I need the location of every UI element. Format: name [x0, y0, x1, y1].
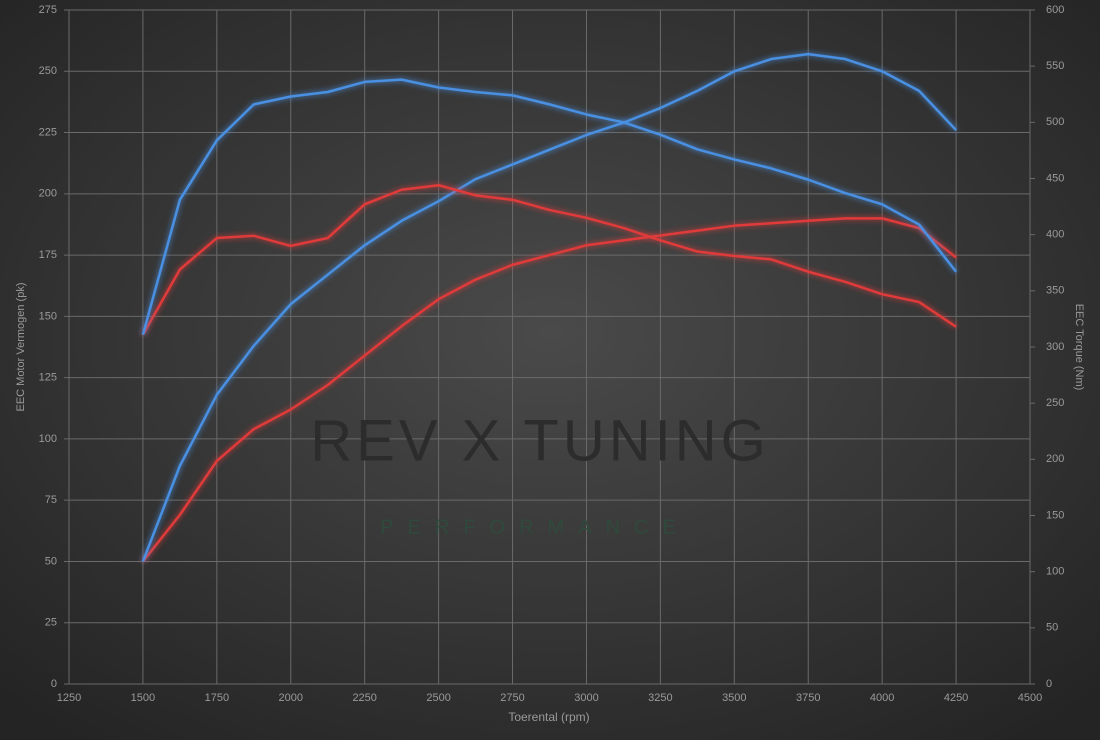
- x-tick-label: 4250: [944, 692, 968, 704]
- y2-tick-label: 0: [1046, 678, 1052, 690]
- y-tick-label: 25: [45, 617, 57, 629]
- y-tick-label: 50: [45, 555, 57, 567]
- x-tick-label: 1500: [131, 692, 155, 704]
- series-line: [141, 217, 957, 563]
- watermark: REV X TUNING: [310, 408, 769, 473]
- x-tick-label: 3750: [796, 692, 820, 704]
- x-tick-label: 4000: [870, 692, 894, 704]
- y-tick-label: 75: [45, 494, 57, 506]
- series-line: [141, 183, 957, 336]
- y-tick-label: 125: [39, 372, 57, 384]
- x-tick-label: 2500: [426, 692, 450, 704]
- x-tick-label: 2000: [279, 692, 303, 704]
- x-tick-label: 2250: [352, 692, 376, 704]
- y-tick-label: 175: [39, 249, 57, 261]
- y2-tick-label: 150: [1046, 509, 1064, 521]
- x-tick-label: 3000: [574, 692, 598, 704]
- x-tick-label: 4500: [1018, 692, 1042, 704]
- y-tick-label: 250: [39, 65, 57, 77]
- y2-tick-label: 450: [1046, 172, 1064, 184]
- series-line: [141, 52, 957, 562]
- x-tick-label: 2750: [500, 692, 524, 704]
- y2-tick-label: 300: [1046, 341, 1064, 353]
- y2-tick-label: 500: [1046, 116, 1064, 128]
- y-axis-label: EEC Motor Vermogen (pk): [15, 283, 27, 412]
- x-tick-label: 3500: [722, 692, 746, 704]
- y-tick-label: 275: [39, 4, 57, 16]
- y2-tick-label: 600: [1046, 4, 1064, 16]
- y-tick-label: 0: [51, 678, 57, 690]
- y2-tick-label: 50: [1046, 622, 1058, 634]
- series-line: [141, 78, 958, 335]
- y-tick-label: 100: [39, 433, 57, 445]
- y2-tick-label: 100: [1046, 566, 1064, 578]
- x-tick-label: 1250: [57, 692, 81, 704]
- watermark-sub: PERFORMANCE: [380, 516, 690, 538]
- y-tick-label: 225: [39, 126, 57, 138]
- y-tick-label: 150: [39, 310, 57, 322]
- x-axis-label: Toerental (rpm): [508, 710, 589, 724]
- y2-tick-label: 250: [1046, 397, 1064, 409]
- y-tick-label: 200: [39, 188, 57, 200]
- x-tick-label: 3250: [648, 692, 672, 704]
- y2-tick-label: 350: [1046, 285, 1064, 297]
- y2-axis-label: EEC Torque (Nm): [1073, 304, 1085, 391]
- y2-tick-label: 400: [1046, 229, 1064, 241]
- y2-tick-label: 550: [1046, 60, 1064, 72]
- x-tick-label: 1750: [205, 692, 229, 704]
- y2-tick-label: 200: [1046, 453, 1064, 465]
